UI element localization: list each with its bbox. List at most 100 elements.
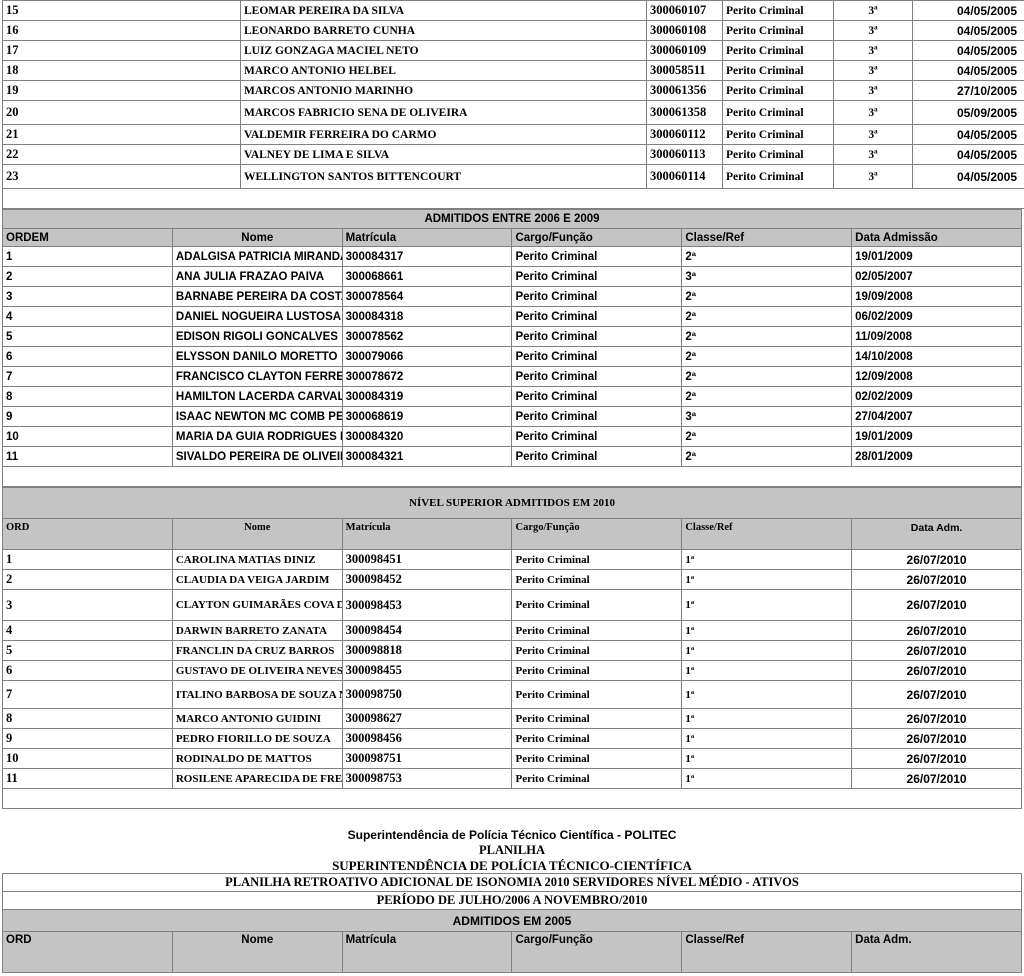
cell-data: 19/09/2008 (851, 286, 1022, 307)
cell-cargo: Perito Criminal (511, 346, 683, 367)
cell-classe: 1ª (681, 660, 853, 681)
column-header-matricula: Matrícula (341, 518, 513, 550)
cell-matricula: 300098453 (341, 589, 513, 621)
cell-cargo: Perito Criminal (722, 80, 834, 101)
column-header-cargo: Cargo/Função (511, 518, 683, 550)
cell-matricula: 300078562 (341, 326, 513, 347)
cell-ord: 3 (2, 589, 173, 621)
cell-ord: 8 (2, 708, 173, 729)
cell-classe: 3ª (833, 144, 913, 165)
cell-data: 05/09/2005 (912, 100, 1024, 125)
cell-cargo: Perito Criminal (511, 640, 683, 661)
cell-classe: 3ª (833, 40, 913, 61)
table-row: 10 RODINALDO DE MATTOS 300098751 Perito … (2, 748, 1022, 769)
cell-data: 11/09/2008 (851, 326, 1022, 347)
cell-cargo: Perito Criminal (722, 20, 834, 41)
table3-banner-row: NÍVEL SUPERIOR ADMITIDOS EM 2010 (2, 487, 1022, 519)
cell-cargo: Perito Criminal (511, 620, 683, 641)
cell-matricula: 300078564 (341, 286, 513, 307)
cell-ordem: 18 (2, 60, 241, 81)
cell-matricula: 300060113 (646, 144, 723, 165)
cell-ordem: 5 (2, 326, 173, 347)
table-admitidos-2005-header: PLANILHA RETROATIVO ADICIONAL DE ISONOMI… (2, 873, 1022, 973)
cell-classe: 2ª (681, 326, 853, 347)
cell-nome: CAROLINA MATIAS DINIZ (171, 549, 343, 570)
banner-admitidos-2006-2009: ADMITIDOS ENTRE 2006 E 2009 (2, 209, 1022, 229)
cell-matricula: 300060107 (646, 0, 723, 21)
table-row: 8 HAMILTON LACERDA CARVALHO 300084319 Pe… (2, 386, 1022, 407)
table-row: 3 BARNABE PEREIRA DA COSTA 300078564 Per… (2, 286, 1022, 307)
cell-matricula: 300098451 (341, 549, 513, 570)
cell-nome: WELLINGTON SANTOS BITTENCOURT (240, 164, 647, 189)
cell-data: 26/07/2010 (851, 589, 1022, 621)
cell-data: 19/01/2009 (851, 246, 1022, 267)
cell-classe: 1ª (681, 708, 853, 729)
cell-cargo: Perito Criminal (511, 306, 683, 327)
cell-data: 28/01/2009 (851, 446, 1022, 467)
column-header-matricula: Matrícula (341, 931, 513, 973)
cell-cargo: Perito Criminal (511, 446, 683, 467)
cell-classe: 2ª (681, 366, 853, 387)
table4-banner-row-2: PERÍODO DE JULHO/2006 A NOVEMBRO/2010 (2, 891, 1022, 910)
cell-ordem: 20 (2, 100, 241, 125)
cell-matricula: 300068661 (341, 266, 513, 287)
column-header-matricula: Matrícula (341, 228, 513, 247)
cell-data: 12/09/2008 (851, 366, 1022, 387)
table2-header-row: ORDEM Nome Matrícula Cargo/Função Classe… (2, 228, 1022, 247)
cell-data: 06/02/2009 (851, 306, 1022, 327)
cell-data: 26/07/2010 (851, 660, 1022, 681)
cell-classe: 1ª (681, 620, 853, 641)
spacer-cell (2, 188, 1024, 209)
cell-ordem: 3 (2, 286, 173, 307)
spacer-row (2, 466, 1022, 487)
cell-cargo: Perito Criminal (511, 680, 683, 709)
cell-ord: 5 (2, 640, 173, 661)
cell-ordem: 21 (2, 124, 241, 145)
cell-matricula: 300098452 (341, 569, 513, 590)
cell-classe: 3ª (681, 266, 853, 287)
cell-cargo: Perito Criminal (511, 326, 683, 347)
table-nivel-superior-2010: NÍVEL SUPERIOR ADMITIDOS EM 2010 ORD Nom… (2, 487, 1022, 809)
cell-cargo: Perito Criminal (511, 286, 683, 307)
cell-cargo: Perito Criminal (511, 266, 683, 287)
cell-data: 26/07/2010 (851, 569, 1022, 590)
cell-matricula: 300058511 (646, 60, 723, 81)
cell-matricula: 300098818 (341, 640, 513, 661)
table-row: 10 MARIA DA GUIA RODRIGUES DA COSTA 3000… (2, 426, 1022, 447)
table3-body: NÍVEL SUPERIOR ADMITIDOS EM 2010 ORD Nom… (2, 487, 1022, 809)
cell-matricula: 300079066 (341, 346, 513, 367)
cell-data: 02/05/2007 (851, 266, 1022, 287)
cell-nome: FRANCLIN DA CRUZ BARROS (171, 640, 343, 661)
cell-ordem: 4 (2, 306, 173, 327)
cell-nome: ROSILENE APARECIDA DE FREITAS PEREIRA (171, 768, 343, 789)
cell-data: 04/05/2005 (912, 124, 1024, 145)
footer-agency-title: Superintendência de Polícia Técnico Cien… (347, 828, 677, 842)
cell-matricula: 300098753 (341, 768, 513, 789)
cell-cargo: Perito Criminal (511, 589, 683, 621)
cell-cargo: Perito Criminal (722, 144, 834, 165)
cell-nome: ELYSSON DANILO MORETTO (171, 346, 343, 367)
table-row: 1 CAROLINA MATIAS DINIZ 300098451 Perito… (2, 549, 1022, 570)
cell-ordem: 8 (2, 386, 173, 407)
table-row: 20 MARCOS FABRICIO SENA DE OLIVEIRA 3000… (2, 100, 1024, 125)
cell-data: 26/07/2010 (851, 620, 1022, 641)
table4-body: PLANILHA RETROATIVO ADICIONAL DE ISONOMI… (2, 873, 1022, 973)
cell-ord: 11 (2, 768, 173, 789)
cell-nome: MARCOS FABRICIO SENA DE OLIVEIRA (240, 100, 647, 125)
cell-cargo: Perito Criminal (511, 768, 683, 789)
cell-ordem: 2 (2, 266, 173, 287)
cell-classe: 1ª (681, 640, 853, 661)
table-row: 9 ISAAC NEWTON MC COMB PESSOA 300068619 … (2, 406, 1022, 427)
cell-cargo: Perito Criminal (722, 164, 834, 189)
cell-data: 02/02/2009 (851, 386, 1022, 407)
table4-banner-row-1: PLANILHA RETROATIVO ADICIONAL DE ISONOMI… (2, 873, 1022, 892)
cell-nome: CLAYTON GUIMARÃES COVA DOS SANTOS (171, 589, 343, 621)
cell-cargo: Perito Criminal (511, 748, 683, 769)
cell-nome: LEONARDO BARRETO CUNHA (240, 20, 647, 41)
cell-cargo: Perito Criminal (722, 40, 834, 61)
banner-periodo: PERÍODO DE JULHO/2006 A NOVEMBRO/2010 (2, 891, 1022, 910)
table-row: 22 VALNEY DE LIMA E SILVA 300060113 Peri… (2, 144, 1024, 165)
cell-matricula: 300084317 (341, 246, 513, 267)
cell-nome: ITALINO BARBOSA DE SOUZA NETO (171, 680, 343, 709)
cell-ordem: 6 (2, 346, 173, 367)
